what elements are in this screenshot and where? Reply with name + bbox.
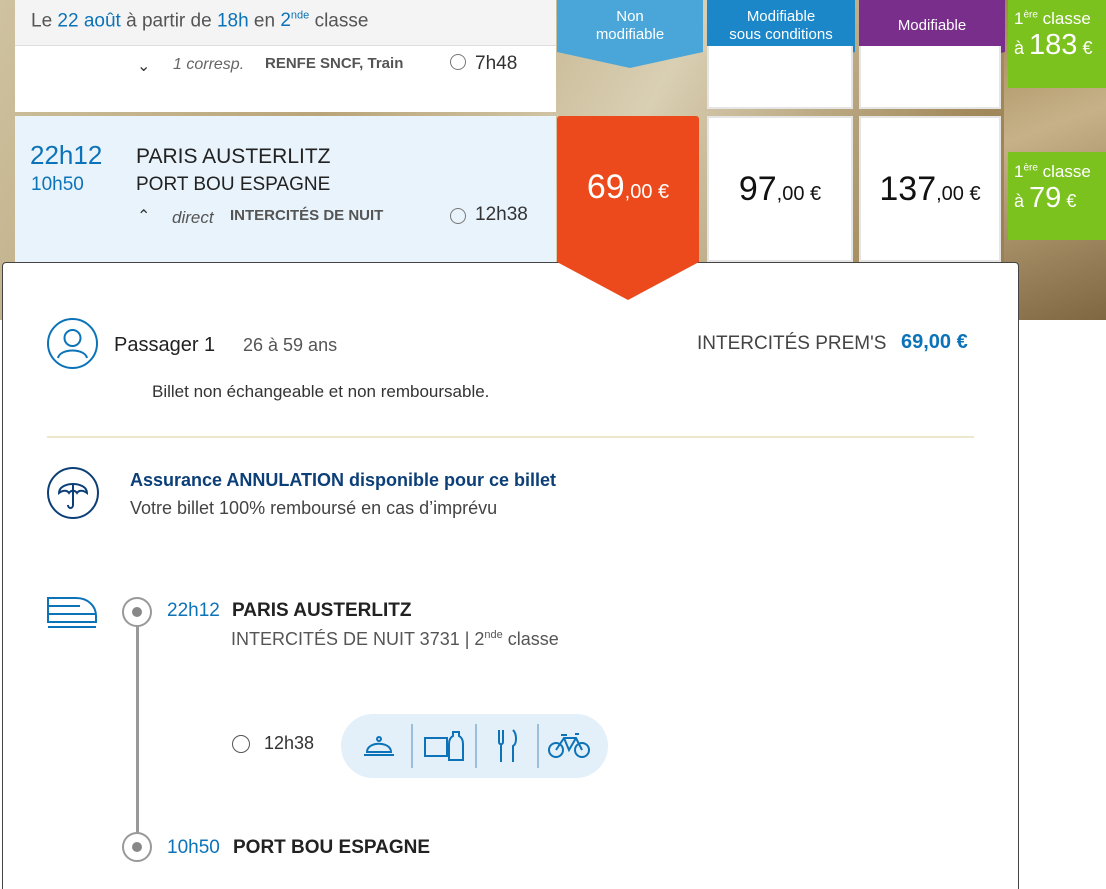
umbrella-icon <box>47 467 99 519</box>
train-result-row-selected[interactable]: 22h12 10h50 PARIS AUSTERLITZ PORT BOU ES… <box>15 116 556 262</box>
passenger-avatar-icon <box>47 318 98 369</box>
restaurant-icon[interactable] <box>477 714 537 778</box>
insurance-subtitle: Votre billet 100% remboursé en cas d’imp… <box>130 498 498 518</box>
journey-arrival-station: PORT BOU ESPAGNE <box>233 837 431 858</box>
journey-duration: 12h38 <box>264 733 315 753</box>
tariff-header-modifiable-conditions: Modifiable sous conditions <box>707 0 855 68</box>
search-time: 18h <box>216 10 249 32</box>
journey-departure-time: 22h12 <box>167 600 220 621</box>
passenger-age: 26 à 59 ans <box>243 335 338 355</box>
insurance-title[interactable]: Assurance ANNULATION disponible pour ce … <box>130 470 557 490</box>
tariff-header-non-modifiable: Non modifiable <box>557 0 703 68</box>
meal-service-icon[interactable] <box>349 714 409 778</box>
search-date: 22 août <box>57 10 121 32</box>
arrival-node <box>122 832 152 862</box>
ticket-conditions: Billet non échangeable et non remboursab… <box>152 382 490 401</box>
departure-time: 22h12 <box>30 140 103 170</box>
search-summary: Le 22 août à partir de 18h en 2nde class… <box>15 0 556 46</box>
clock-icon <box>232 735 250 753</box>
duration-label: 12h38 <box>475 204 528 225</box>
price-modifiable[interactable]: 137,00 € <box>859 116 1001 262</box>
arrival-time: 10h50 <box>31 174 84 195</box>
clock-icon <box>450 208 466 224</box>
train-info: INTERCITÉS DE NUIT 3731 | 2nde classe <box>231 629 559 649</box>
journey-timeline <box>136 612 139 848</box>
journey-arrival-time: 10h50 <box>167 837 220 858</box>
journey-departure-station: PARIS AUSTERLITZ <box>232 600 412 621</box>
destination-station: PORT BOU ESPAGNE <box>136 174 331 195</box>
selected-price-arrow <box>557 262 699 300</box>
bike-icon[interactable] <box>539 714 599 778</box>
departure-node <box>122 597 152 627</box>
tariff-name: INTERCITÉS PREM'S <box>697 333 887 354</box>
correspondences-label: 1 corresp. <box>173 56 245 73</box>
carrier-label: RENFE SNCF, Train <box>265 55 404 72</box>
train-result-row[interactable]: ⌄ 1 corresp. RENFE SNCF, Train 7h48 <box>15 46 556 112</box>
price-cell[interactable] <box>859 46 1001 109</box>
chevron-up-icon[interactable]: ⌃ <box>137 208 151 225</box>
price-cell[interactable] <box>707 46 853 109</box>
first-class-offer[interactable]: 1ère classe à 79 € <box>1008 152 1106 240</box>
search-class: 2nde <box>280 10 310 32</box>
chevron-down-icon[interactable]: ⌄ <box>137 58 151 75</box>
train-icon <box>46 594 98 630</box>
onboard-services <box>341 714 608 778</box>
tariff-header-modifiable: Modifiable <box>859 0 1005 68</box>
carrier-label: INTERCITÉS DE NUIT <box>230 207 384 224</box>
passenger-label: Passager 1 <box>114 334 216 356</box>
direct-label: direct <box>172 208 214 227</box>
divider <box>47 436 974 438</box>
snack-bar-icon[interactable] <box>415 714 475 778</box>
first-class-offer[interactable]: 1ère classe à 183 € <box>1008 0 1106 88</box>
duration-label: 7h48 <box>475 53 518 74</box>
price-non-modifiable-selected[interactable]: 69,00 € <box>557 116 699 262</box>
origin-station: PARIS AUSTERLITZ <box>136 145 331 168</box>
tariff-price: 69,00 € <box>901 331 968 353</box>
price-modifiable-conditions[interactable]: 97,00 € <box>707 116 853 262</box>
clock-icon <box>450 54 466 70</box>
fare-detail-panel <box>2 262 1019 889</box>
